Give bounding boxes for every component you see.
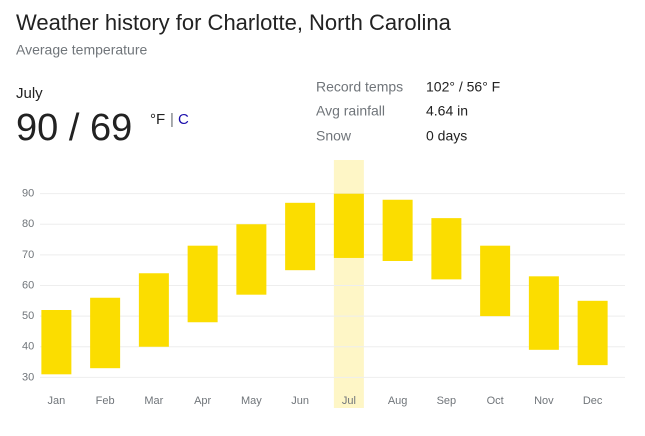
x-tick-label: Jan <box>48 395 66 407</box>
x-tick-label: Dec <box>583 395 603 407</box>
x-tick-label: Aug <box>388 395 408 407</box>
x-tick-label: Apr <box>194 395 211 407</box>
month-label: July <box>16 85 43 102</box>
x-tick-label: Sep <box>437 395 457 407</box>
y-tick-label: 40 <box>22 341 34 353</box>
stat-label: Avg rainfall <box>316 103 385 119</box>
y-tick-label: 90 <box>22 188 34 200</box>
unit-f: °F <box>150 111 165 128</box>
stat-value: 102° / 56° F <box>426 79 500 95</box>
stat-label: Snow <box>316 128 352 144</box>
range-bar <box>187 245 218 323</box>
x-tick-label: Nov <box>534 395 554 407</box>
y-tick-label: 50 <box>22 310 34 322</box>
title: Weather history for Charlotte, North Car… <box>16 10 452 35</box>
x-tick-label: Oct <box>487 395 504 407</box>
stat-value: 4.64 in <box>426 103 468 119</box>
range-bar <box>382 199 413 261</box>
range-bar <box>577 300 608 366</box>
y-tick-label: 60 <box>22 279 34 291</box>
range-bar <box>236 224 267 295</box>
stat-value: 0 days <box>426 128 467 144</box>
range-bar <box>90 297 121 369</box>
y-tick-label: 30 <box>22 371 34 383</box>
stat-label: Record temps <box>316 79 403 95</box>
y-tick-label: 70 <box>22 249 34 261</box>
current-temps: 90 / 69 <box>16 107 132 149</box>
unit-c[interactable]: C <box>178 111 189 128</box>
range-bar <box>480 245 511 317</box>
x-tick-label: Jun <box>291 395 309 407</box>
range-bar <box>41 310 72 375</box>
y-tick-label: 80 <box>22 218 34 230</box>
unit-separator: | <box>170 111 174 128</box>
x-tick-label: Jul <box>342 395 356 407</box>
range-bar <box>138 273 169 347</box>
x-tick-label: Mar <box>144 395 163 407</box>
range-bar <box>431 218 462 280</box>
x-tick-label: May <box>241 395 262 407</box>
range-bar <box>528 276 559 350</box>
subtitle: Average temperature <box>16 42 147 58</box>
x-tick-label: Feb <box>96 395 115 407</box>
range-bar <box>285 202 316 271</box>
range-bar <box>333 193 364 258</box>
